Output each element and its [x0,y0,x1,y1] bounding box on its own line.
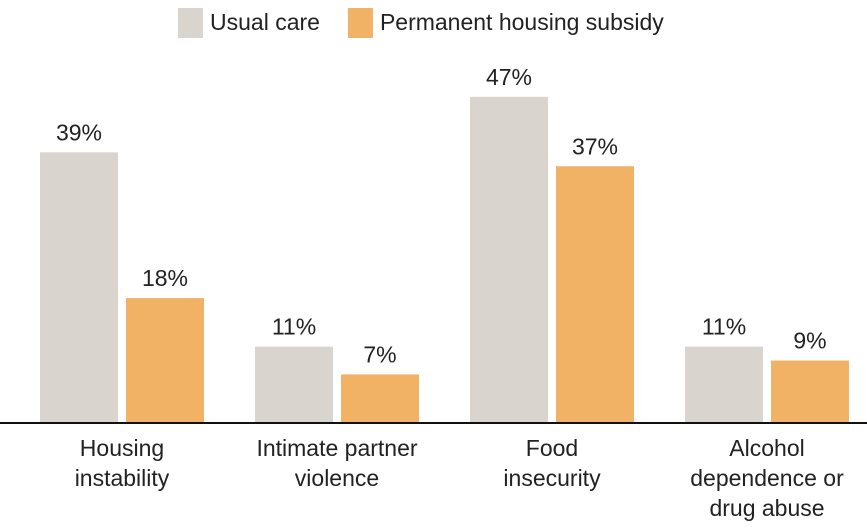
bar [685,346,763,423]
value-label: 47% [486,64,532,90]
x-tick-label: dependence or [690,465,844,491]
x-tick-label: Housing [80,435,164,461]
x-tick-label: drug abuse [709,495,824,521]
x-tick-label: Intimate partner [256,435,417,461]
value-label: 9% [793,328,826,354]
bar [40,152,118,423]
bar [126,298,204,423]
bar [470,96,548,423]
x-tick-label: Food [526,435,578,461]
x-tick-label: instability [75,465,170,491]
legend-label: Usual care [210,9,320,35]
x-tick-label: violence [295,465,379,491]
value-label: 7% [363,341,396,367]
bar [771,360,849,423]
legend-swatch [347,8,373,38]
bar [255,346,333,423]
x-tick-label: insecurity [503,465,601,491]
value-label: 18% [142,265,188,291]
value-label: 39% [56,119,102,145]
bar [556,166,634,423]
legend-swatch [178,8,203,38]
value-label: 37% [572,133,618,159]
value-label: 11% [272,314,316,340]
bar [341,374,419,423]
legend-label: Permanent housing subsidy [380,9,664,35]
x-tick-label: Alcohol [729,435,804,461]
value-label: 11% [702,314,746,340]
